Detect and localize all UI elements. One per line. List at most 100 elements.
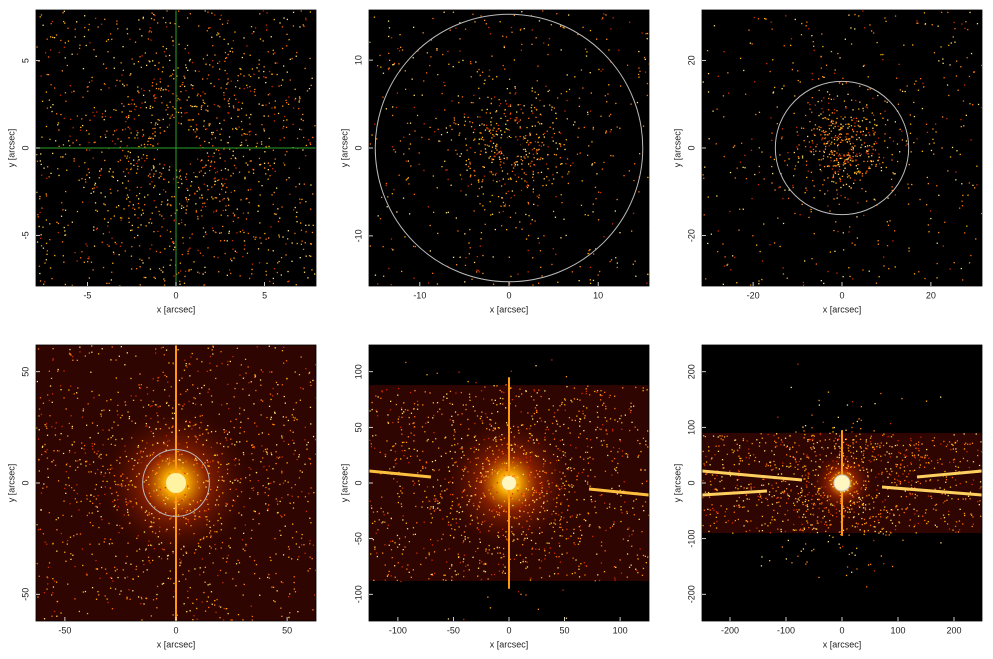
photon (95, 559, 97, 562)
photon (538, 144, 541, 146)
photon (140, 603, 142, 605)
photon (160, 269, 162, 271)
photon (821, 139, 823, 141)
photon (253, 73, 255, 75)
photon (272, 168, 274, 170)
photon (130, 110, 132, 113)
photon (875, 124, 878, 127)
photon (443, 11, 445, 13)
photon (84, 162, 86, 164)
photon (479, 74, 481, 77)
photon (78, 165, 80, 167)
photon (291, 242, 293, 244)
photon (294, 417, 296, 419)
photon (242, 155, 245, 158)
photon (202, 227, 205, 229)
photon (120, 62, 122, 64)
photon (136, 186, 138, 188)
photon (182, 242, 184, 244)
photon (158, 543, 160, 545)
photon (555, 142, 557, 144)
photon (169, 22, 171, 24)
photon (288, 96, 290, 98)
photon (95, 598, 98, 600)
photon (132, 204, 134, 206)
photon (268, 573, 270, 576)
photon (28, 161, 29, 162)
photon (289, 193, 291, 195)
photon (489, 171, 491, 173)
photon (121, 414, 123, 417)
photon (841, 127, 843, 129)
photon (510, 112, 512, 114)
photon (869, 88, 871, 90)
photon (884, 110, 886, 112)
photon (814, 104, 816, 106)
photon (189, 194, 191, 196)
photon (981, 64, 982, 67)
photon (516, 161, 518, 163)
photon (831, 153, 833, 155)
photon (538, 196, 540, 199)
photon (62, 541, 64, 543)
photon (489, 112, 491, 114)
photon (127, 488, 129, 491)
photon (288, 177, 290, 179)
photon (207, 465, 209, 467)
photon (444, 109, 446, 111)
photon (200, 499, 202, 502)
photon (148, 404, 150, 406)
photon (138, 198, 140, 200)
photon (36, 524, 38, 526)
photon (166, 104, 168, 106)
photon (843, 100, 846, 102)
photon (46, 457, 49, 459)
photon (609, 260, 611, 263)
photon (250, 605, 252, 607)
photon (261, 432, 263, 434)
photon (211, 12, 213, 14)
photon (189, 237, 191, 239)
photon (509, 117, 512, 120)
photon (516, 111, 518, 113)
photon (293, 502, 295, 504)
photon (127, 180, 129, 182)
photon (207, 11, 209, 13)
photon (163, 178, 165, 180)
photon (274, 107, 276, 109)
photon (63, 226, 65, 229)
photon (846, 154, 848, 156)
photon (106, 598, 108, 600)
photon (139, 387, 141, 389)
photon (188, 487, 190, 490)
photon (231, 505, 234, 507)
photon (112, 501, 114, 503)
photon (302, 248, 305, 250)
photon (136, 195, 138, 197)
photon (216, 34, 218, 36)
photon (517, 273, 519, 275)
photon (587, 457, 589, 460)
photon (559, 157, 561, 159)
photon (974, 187, 976, 189)
photon (163, 178, 166, 181)
photon (91, 80, 93, 82)
photon (850, 125, 853, 127)
photon (250, 537, 252, 539)
photon (213, 152, 215, 154)
photon (266, 509, 269, 511)
photon (177, 111, 180, 114)
photon (584, 48, 587, 50)
photon (293, 419, 295, 421)
photon (66, 169, 68, 171)
photon (116, 410, 118, 412)
photon (195, 549, 197, 551)
photon (188, 269, 190, 271)
photon (179, 283, 181, 285)
photon (187, 69, 189, 71)
photon (312, 609, 314, 611)
photon (470, 63, 472, 65)
photon (81, 442, 83, 444)
photon (226, 439, 228, 441)
photon (809, 103, 811, 106)
